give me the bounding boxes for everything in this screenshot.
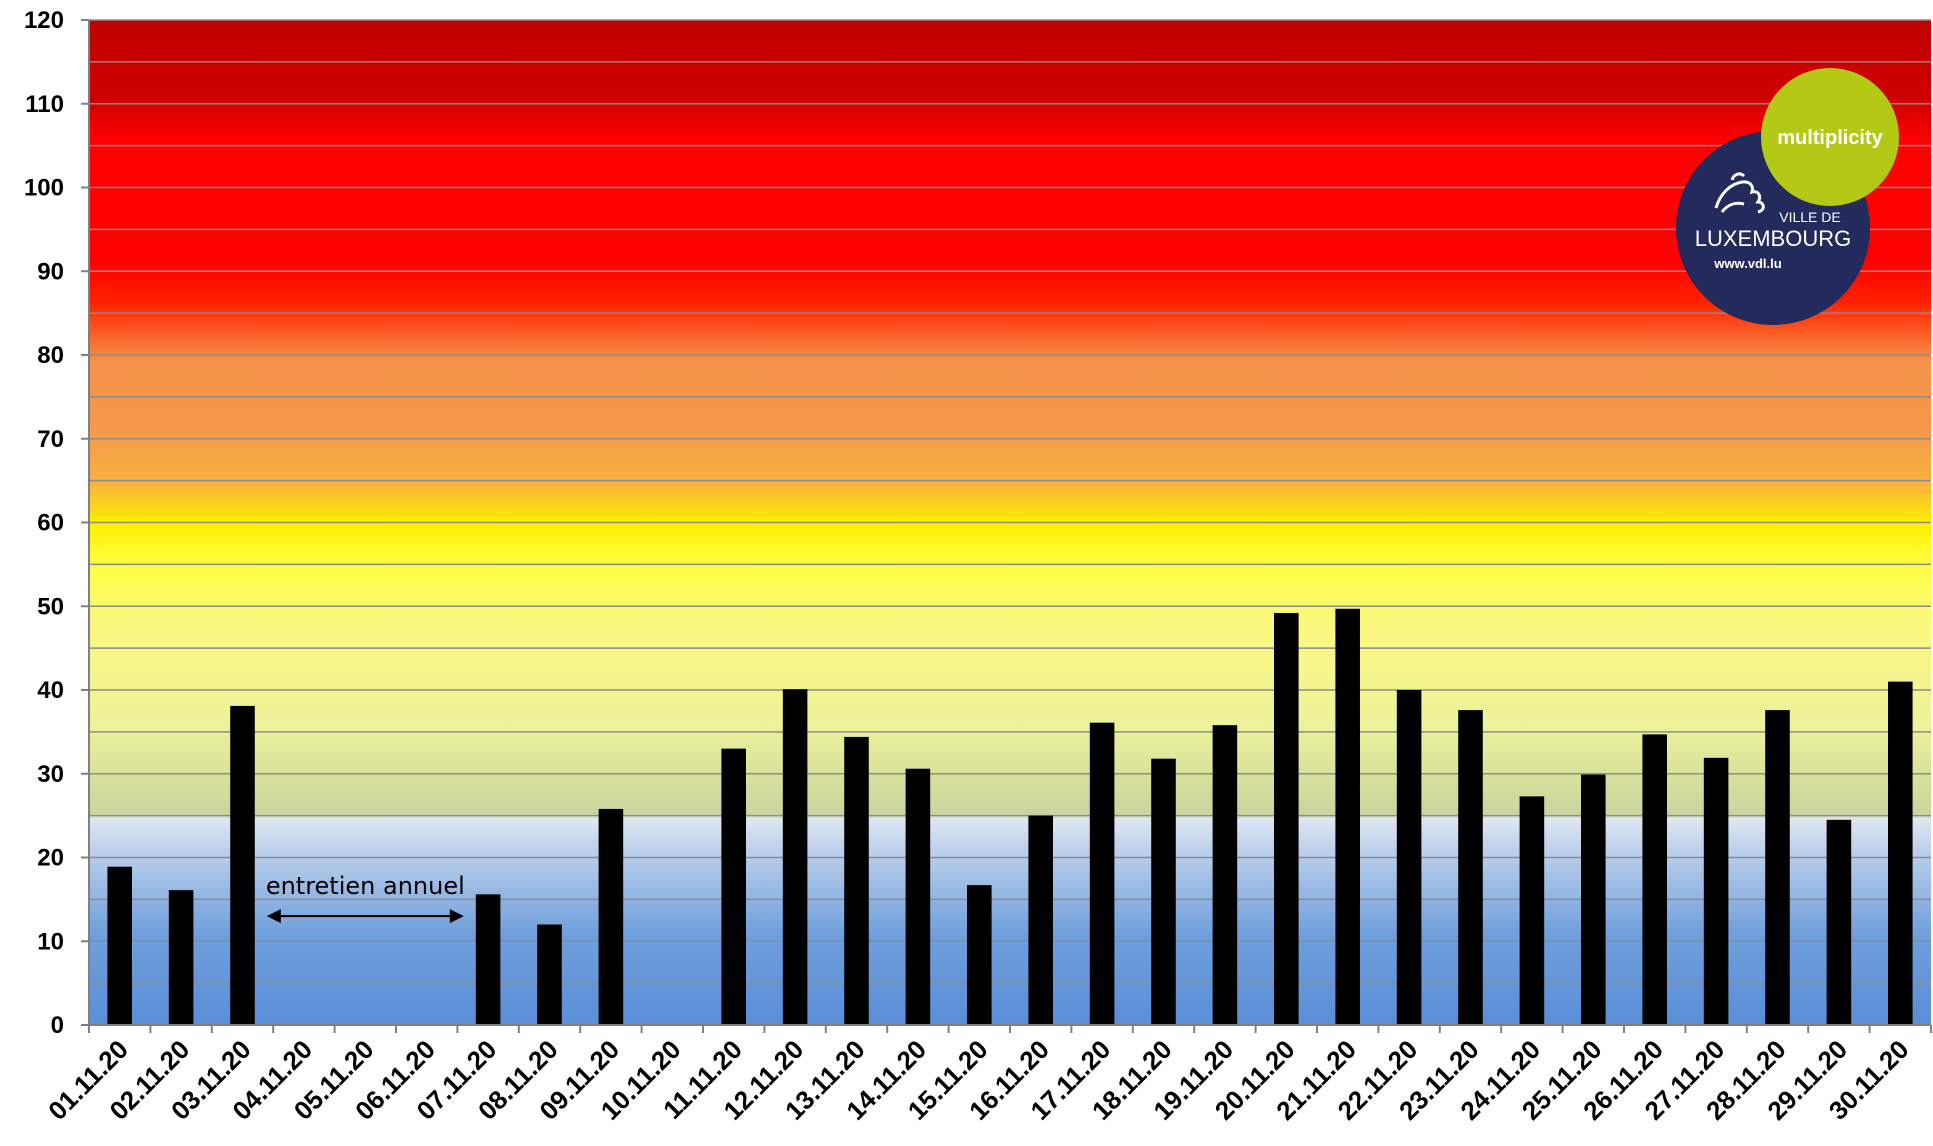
bar xyxy=(967,885,992,1025)
bar xyxy=(537,924,562,1025)
multiplicity-logo: multiplicity xyxy=(1761,68,1899,206)
bar xyxy=(1335,608,1360,1025)
bar xyxy=(844,736,869,1025)
bar xyxy=(1703,757,1729,1025)
bar xyxy=(1519,796,1545,1025)
bar xyxy=(230,705,255,1025)
axes xyxy=(81,19,1932,1033)
vdl-line2: LUXEMBOURG xyxy=(1695,226,1851,251)
y-tick-labels: 0 10 20 30 40 50 60 70 80 90 100 110 120 xyxy=(24,7,64,1039)
bar xyxy=(1274,612,1299,1025)
annotation-arrowhead-right xyxy=(449,909,464,924)
bar xyxy=(1396,690,1422,1025)
bar xyxy=(1028,815,1053,1025)
y-tick-label: 50 xyxy=(37,593,64,620)
vdl-url: www.vdl.lu xyxy=(1713,256,1781,271)
bar xyxy=(721,748,746,1025)
bar xyxy=(168,890,194,1025)
y-tick-label: 100 xyxy=(24,175,64,202)
bar xyxy=(782,689,808,1025)
y-tick-label: 110 xyxy=(25,91,64,118)
bar xyxy=(1826,819,1852,1025)
bar xyxy=(1212,725,1238,1025)
y-tick-label: 40 xyxy=(37,677,64,704)
annotation-label: entretien annuel xyxy=(266,872,465,900)
y-tick-label: 70 xyxy=(37,426,64,453)
multiplicity-logo-circle xyxy=(1761,68,1899,206)
y-tick-label: 20 xyxy=(37,845,64,872)
bar xyxy=(1888,681,1913,1025)
bar xyxy=(1151,758,1176,1025)
y-tick-label: 60 xyxy=(37,510,64,537)
bar xyxy=(1089,722,1115,1025)
bars xyxy=(107,608,1913,1025)
bar xyxy=(598,808,624,1025)
gridlines xyxy=(89,19,1931,984)
lion-icon xyxy=(1714,172,1765,214)
y-tick-label: 10 xyxy=(37,928,64,955)
y-tick-label: 30 xyxy=(37,761,64,788)
bar xyxy=(1581,774,1606,1025)
multiplicity-text: multiplicity xyxy=(1777,127,1883,149)
bar xyxy=(1765,710,1790,1025)
bar xyxy=(1642,734,1667,1025)
bar xyxy=(475,894,501,1025)
x-tick-labels: 01.11.2002.11.2003.11.2004.11.2005.11.20… xyxy=(42,1034,1914,1126)
bar xyxy=(905,768,931,1025)
vdl-line1: VILLE DE xyxy=(1779,209,1840,225)
bar xyxy=(107,866,132,1025)
y-tick-label: 120 xyxy=(24,7,64,34)
annotation-arrowhead-left xyxy=(266,909,281,924)
y-tick-label: 90 xyxy=(37,258,64,285)
y-tick-label: 0 xyxy=(51,1012,64,1039)
bar xyxy=(1458,710,1483,1025)
annotations: entretien annuel xyxy=(266,872,465,924)
y-tick-label: 80 xyxy=(37,342,64,369)
